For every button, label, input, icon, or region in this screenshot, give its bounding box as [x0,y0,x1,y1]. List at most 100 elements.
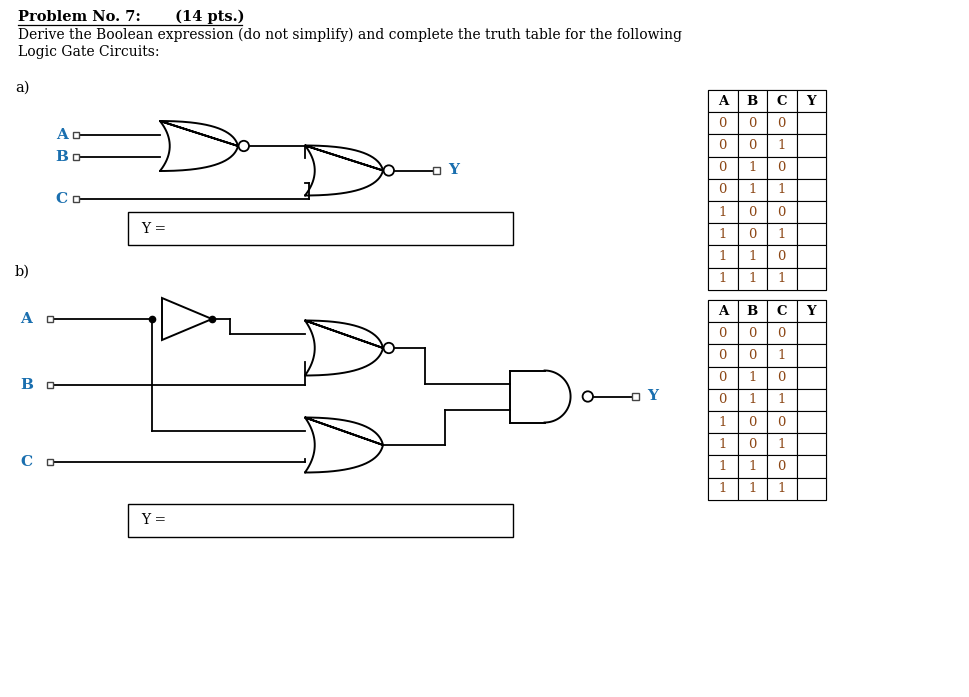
Bar [797,268,826,290]
Bar [47,382,53,388]
Bar [128,504,513,537]
Bar [767,300,797,322]
Text: A: A [718,305,728,318]
Bar [708,135,737,157]
Bar [737,90,767,112]
Bar [47,316,53,322]
Bar [767,344,797,367]
Text: 0: 0 [777,250,786,263]
Text: B: B [55,150,68,164]
Text: 0: 0 [748,327,757,340]
Text: Y: Y [806,305,816,318]
Text: Y: Y [647,390,659,404]
Bar [708,201,737,223]
Bar [737,112,767,135]
Text: 0: 0 [719,393,727,406]
Text: 0: 0 [719,327,727,340]
Text: C: C [776,95,787,107]
Bar [708,389,737,411]
Text: 0: 0 [719,161,727,174]
Bar [708,344,737,367]
Text: 1: 1 [748,161,757,174]
Text: Y: Y [449,164,459,178]
Text: 1: 1 [777,139,786,152]
Bar [797,367,826,389]
Bar [737,223,767,245]
Text: 0: 0 [719,139,727,152]
Bar [797,179,826,201]
Bar [797,201,826,223]
Bar [708,223,737,245]
Text: C: C [56,192,68,206]
Bar [767,90,797,112]
Bar [797,135,826,157]
Bar [767,135,797,157]
Bar [767,179,797,201]
Text: B: B [747,305,758,318]
Bar [47,459,53,466]
Text: 1: 1 [777,273,786,285]
Bar [708,477,737,500]
Text: C: C [20,455,32,469]
Bar [737,179,767,201]
Text: 0: 0 [748,438,757,451]
Bar [708,157,737,179]
Text: 0: 0 [748,228,757,240]
Bar [708,90,737,112]
Text: Logic Gate Circuits:: Logic Gate Circuits: [18,45,160,59]
Bar [797,90,826,112]
Bar [708,300,826,500]
Bar [708,245,737,268]
Text: 0: 0 [719,372,727,384]
Bar [737,344,767,367]
Bar [767,434,797,455]
Text: b): b) [15,265,30,279]
Text: 0: 0 [719,349,727,362]
Bar [737,411,767,434]
Text: 1: 1 [777,228,786,240]
Bar [433,167,440,174]
Circle shape [384,165,394,176]
Bar [737,245,767,268]
Bar [73,154,79,160]
Bar [737,367,767,389]
Text: 0: 0 [777,372,786,384]
Bar [767,367,797,389]
Text: C: C [776,305,787,318]
Text: 1: 1 [748,482,757,495]
Circle shape [582,391,593,401]
Bar [708,455,737,477]
Text: B: B [747,95,758,107]
Text: a): a) [15,81,29,95]
Bar [708,90,826,290]
Bar [767,201,797,223]
Text: 1: 1 [748,460,757,473]
Bar [708,268,737,290]
Bar [708,322,737,344]
Circle shape [384,343,394,353]
Circle shape [238,141,249,151]
Text: A: A [20,312,32,326]
Bar [737,300,767,322]
Bar [708,434,737,455]
Bar [128,212,513,245]
Bar [708,179,737,201]
Bar [767,112,797,135]
Text: 1: 1 [777,393,786,406]
Bar [737,157,767,179]
Bar [73,132,79,138]
Text: 0: 0 [777,415,786,429]
Bar [767,322,797,344]
Text: 1: 1 [719,250,727,263]
Text: 0: 0 [748,139,757,152]
Bar [797,411,826,434]
Bar [767,268,797,290]
Bar [708,411,737,434]
Text: 0: 0 [777,161,786,174]
Bar [797,434,826,455]
Bar [737,268,767,290]
Bar [797,344,826,367]
Bar [767,411,797,434]
Text: 1: 1 [777,438,786,451]
Text: (14 pts.): (14 pts.) [170,10,244,24]
